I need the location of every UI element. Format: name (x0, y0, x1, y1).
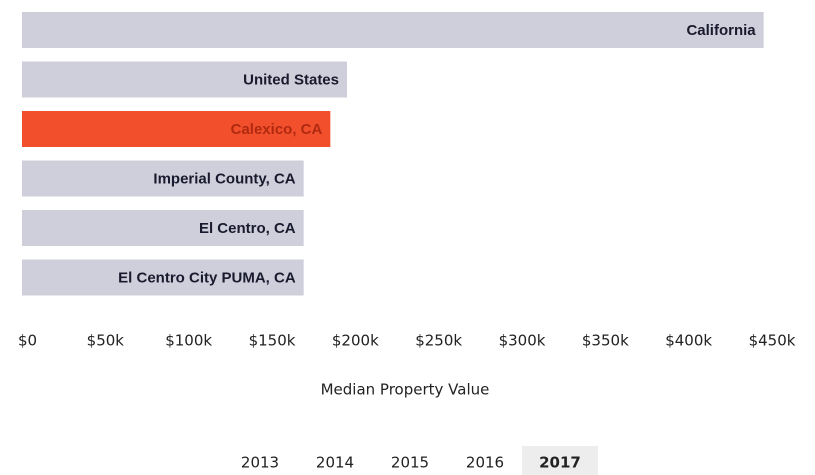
year-option[interactable]: 2016 (466, 454, 504, 472)
bar-label: Calexico, CA (231, 121, 323, 138)
year-option[interactable]: 2017 (539, 454, 581, 472)
bar (22, 160, 304, 197)
x-tick-label: $450k (749, 332, 796, 350)
x-tick-label: $200k (332, 332, 379, 350)
x-tick-label: $250k (415, 332, 462, 350)
x-tick-label: $350k (582, 332, 629, 350)
year-selected-bg (522, 446, 598, 475)
year-option[interactable]: 2013 (241, 454, 279, 472)
bar (22, 61, 347, 98)
bar (22, 210, 304, 246)
x-tick-label: $300k (499, 332, 546, 350)
bar (22, 12, 764, 48)
x-tick-label: $150k (249, 332, 296, 350)
bar (22, 259, 304, 296)
x-axis-title: Median Property Value (321, 381, 490, 399)
year-option[interactable]: 2014 (316, 454, 354, 472)
bar (22, 111, 331, 147)
x-tick-label: $100k (165, 332, 212, 350)
bar-label: California (686, 22, 756, 39)
bar-label: El Centro, CA (199, 220, 296, 237)
bar-label: El Centro City PUMA, CA (118, 269, 296, 286)
x-tick-label: $400k (665, 332, 712, 350)
year-option[interactable]: 2015 (391, 454, 429, 472)
x-tick-label: $50k (87, 332, 125, 350)
bar-label: United States (243, 71, 339, 88)
x-tick-label: $0 (18, 332, 37, 350)
bar-label: Imperial County, CA (153, 170, 295, 187)
